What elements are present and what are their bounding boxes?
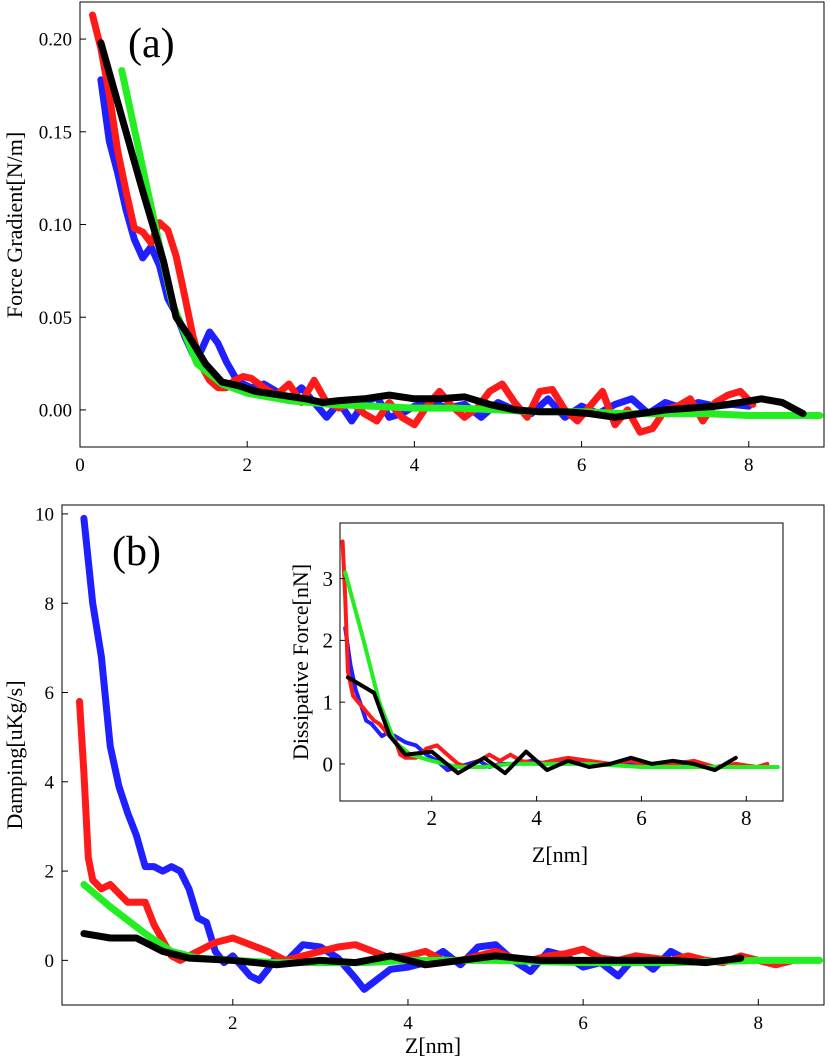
panel-b-label: (b): [112, 529, 161, 575]
panel-inset-y-tick-label: 1: [323, 691, 334, 715]
panel-a-x-tick-label: 8: [744, 455, 754, 476]
panel-b-x-tick-label: 8: [754, 1013, 764, 1034]
panel-a-series-red: [89, 11, 757, 436]
panel-a-label: (a): [128, 21, 175, 67]
panel-b-y-tick-label: 4: [45, 772, 55, 793]
panel-a-x-tick-label: 0: [75, 455, 85, 476]
inset-ticks: 2 4 6 8 0 1 2 3: [323, 567, 752, 830]
panel-b-x-tick-label: 4: [403, 1013, 413, 1034]
panel-a-y-tick-label: 0.15: [39, 122, 72, 143]
panel-a-series: [89, 11, 824, 436]
inset-x-axis-label: Z[nm]: [532, 842, 588, 867]
panel-b-y-tick-label: 6: [45, 683, 55, 704]
panel-a-force-gradient: 0 2 4 6 8 0.00 0.05 0.10 0.15 0.20 (a) Force Grad…: [2, 1, 825, 476]
inset-y-axis-label: Dissipative Force[nN]: [288, 564, 313, 760]
panel-a-x-tick-label: 2: [242, 455, 252, 476]
panel-inset-x-tick-label: 6: [636, 806, 647, 830]
panel-inset-x-tick-label: 2: [426, 806, 437, 830]
panel-a-series-green: [118, 67, 824, 419]
panel-b-y-tick-label: 2: [45, 862, 55, 883]
panel-a-series-black: [97, 39, 807, 421]
panel-a-y-tick-label: 0.00: [39, 401, 72, 422]
panel-a-y-axis-label: Force Gradient[N/m]: [2, 132, 27, 318]
inset-dissipative-force: 2 4 6 8 0 1 2 3 Dissipative Force[nN] Z[nm]: [288, 522, 784, 867]
panel-b-series: [76, 514, 824, 993]
panel-a-x-tick-label: 4: [410, 455, 420, 476]
panel-inset-series-green: [343, 570, 780, 769]
panel-b-x-tick-label: 6: [578, 1013, 588, 1034]
panel-b-y-tick-label: 8: [45, 594, 55, 615]
panel-inset-series-black: [345, 675, 738, 776]
panel-b-x-tick-label: 2: [228, 1013, 238, 1034]
panel-a-x-tick-label: 6: [577, 455, 587, 476]
panel-b-y-tick-label: 0: [45, 951, 55, 972]
panel-a-y-tick-label: 0.20: [39, 30, 72, 51]
panel-inset-y-tick-label: 2: [323, 629, 334, 653]
panel-a-y-tick-label: 0.10: [39, 215, 72, 236]
panel-b-x-axis-label: Z[nm]: [405, 1033, 461, 1058]
panel-b-frame: [61, 504, 825, 1006]
panel-a-ticks: 0 2 4 6 8 0.00 0.05 0.10 0.15 0.20: [39, 30, 754, 476]
panel-b-y-axis-label: Damping[uKg/s]: [2, 680, 27, 829]
panel-b-series-black: [80, 930, 745, 969]
panel-inset-x-tick-label: 8: [741, 806, 752, 830]
panel-a-y-tick-label: 0.05: [39, 308, 72, 329]
panel-inset-y-tick-label: 3: [323, 567, 334, 591]
inset-series: [340, 539, 780, 776]
panel-inset-x-tick-label: 4: [531, 806, 542, 830]
inset-frame: [339, 522, 784, 802]
panel-inset-y-tick-label: 0: [323, 752, 334, 776]
panel-b-y-tick-label: 10: [35, 505, 54, 526]
panel-a-frame: [79, 1, 825, 448]
panel-a-series-blue: [97, 76, 753, 425]
